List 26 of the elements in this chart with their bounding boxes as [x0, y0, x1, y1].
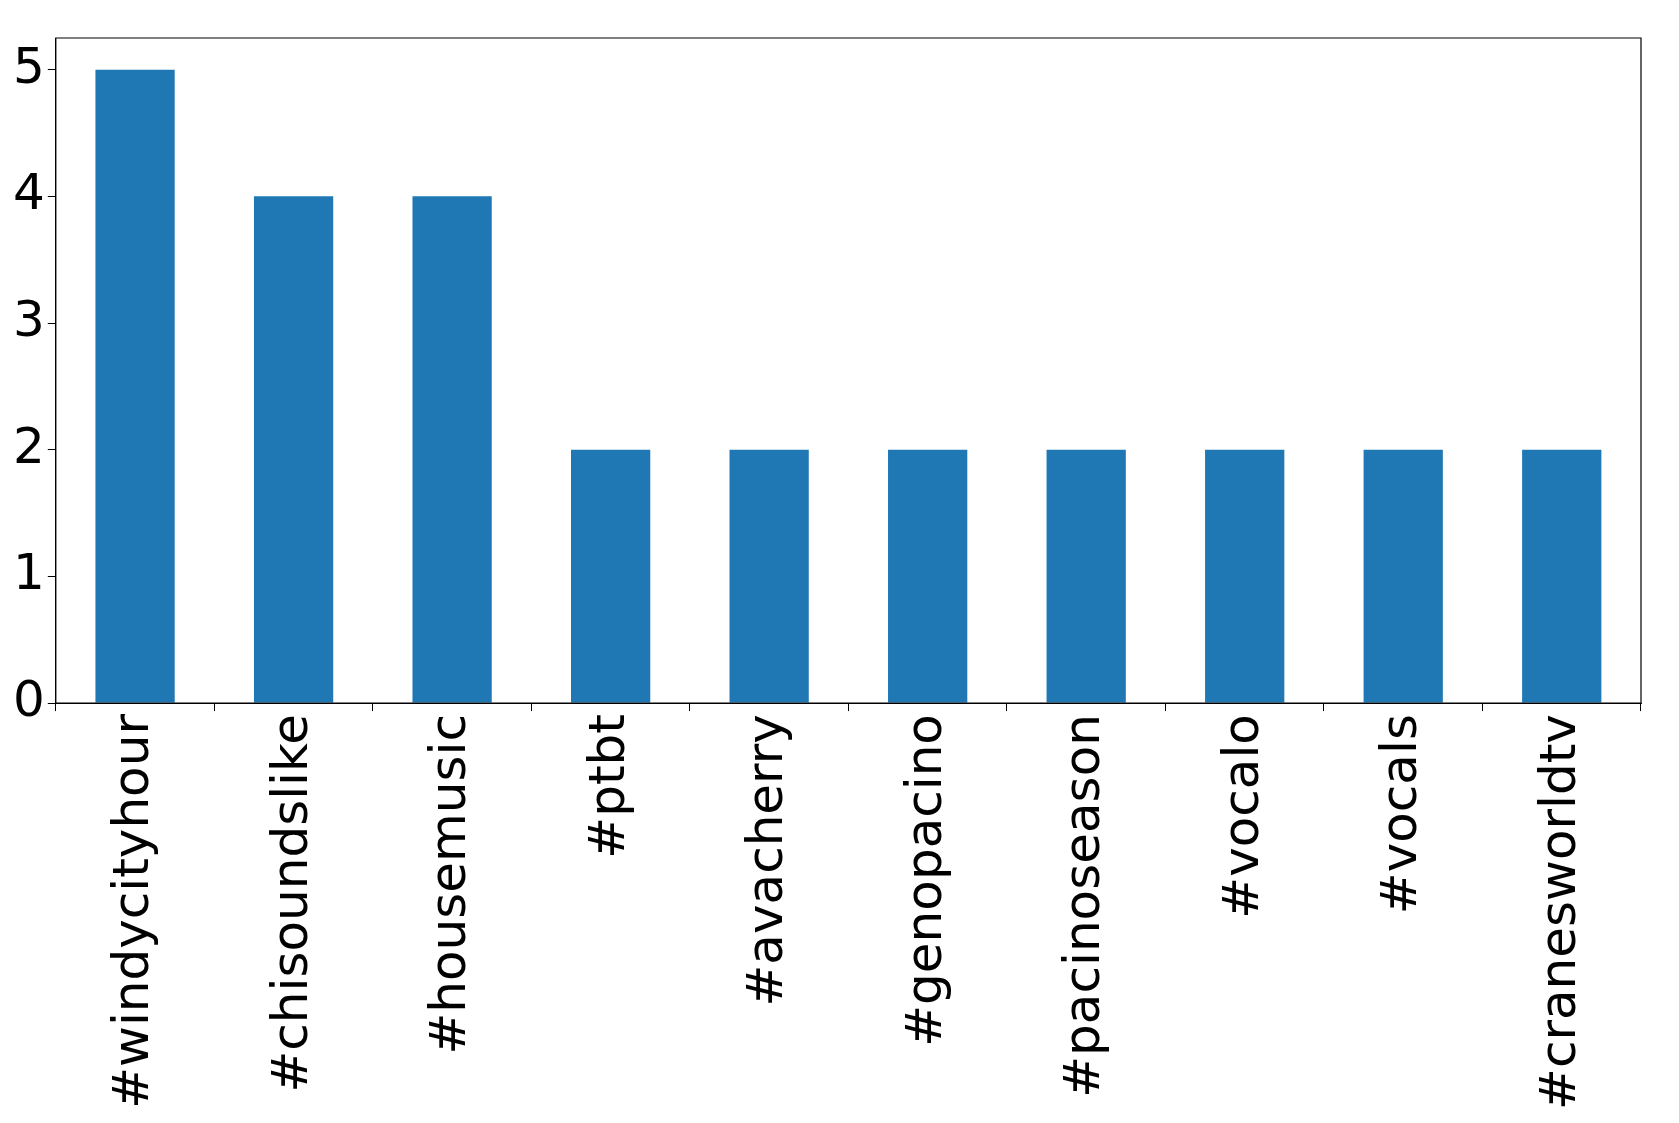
bar	[571, 449, 651, 703]
y-tick-label: 4	[13, 163, 45, 222]
bar	[729, 449, 809, 703]
y-tick-label: 3	[13, 290, 45, 349]
x-tick-label: #avacherry	[736, 714, 795, 1007]
y-tick-label: 2	[13, 416, 45, 475]
x-tick-label: #ptbt	[577, 714, 636, 859]
bar	[888, 449, 968, 703]
y-tick-label: 5	[13, 36, 45, 95]
x-tick-label: #cranesworldtv	[1528, 714, 1587, 1111]
bar	[1522, 449, 1602, 703]
bar	[1046, 449, 1126, 703]
bar	[1205, 449, 1285, 703]
x-tick-label: #vocalo	[1211, 714, 1270, 919]
bar	[1363, 449, 1443, 703]
x-tick-label: #windycityhour	[102, 713, 161, 1109]
y-tick-label: 1	[13, 543, 45, 602]
x-tick-label: #vocals	[1370, 714, 1429, 915]
bar	[95, 69, 175, 703]
x-tick-label: #housemusic	[419, 714, 478, 1055]
x-tick-label: #chisoundslike	[260, 714, 319, 1093]
x-tick-label: #genopacino	[894, 714, 953, 1047]
bar	[253, 196, 334, 703]
y-tick-label: 0	[13, 670, 45, 729]
bar	[412, 196, 492, 703]
x-tick-label: #pacinoseason	[1053, 714, 1112, 1098]
